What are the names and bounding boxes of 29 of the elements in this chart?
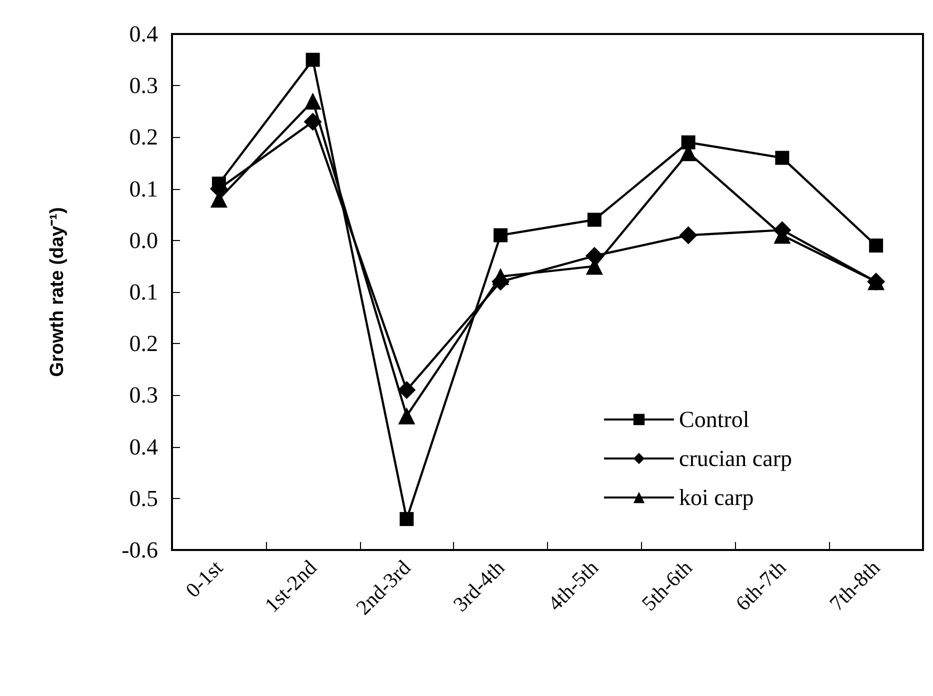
point [681,135,696,150]
point [775,150,790,165]
y-tick-label: 0.3 [129,382,158,408]
point [494,228,508,242]
y-tick-label: 0.1 [129,280,158,304]
y-tick-label: -0.6 [122,538,158,562]
y-tick-label: 0.1 [129,176,158,202]
y-tick-label: 0.3 [129,73,158,98]
point [304,92,322,110]
legend-label: Control [679,407,750,432]
point [398,381,416,400]
x-tick-label: 0-1st [180,555,228,602]
y-axis-title: Growth rate (day⁻¹) [47,207,68,377]
y-tick-label: 0.0 [129,228,158,253]
y-tick-label: 0.5 [129,486,158,511]
y-tick-label: 0.4 [129,434,158,460]
point [679,226,698,244]
y-tick-label: 0.2 [129,331,158,356]
point [869,238,884,253]
point [587,212,602,227]
legend-label: koi carp [679,485,754,510]
point [304,112,322,131]
point [398,407,416,424]
legend-label: crucian carp [679,446,792,471]
point [400,512,414,526]
y-tick-label: 0.4 [129,22,158,46]
point [492,268,510,286]
point [306,52,320,67]
y-tick-label: 0.2 [129,124,158,150]
